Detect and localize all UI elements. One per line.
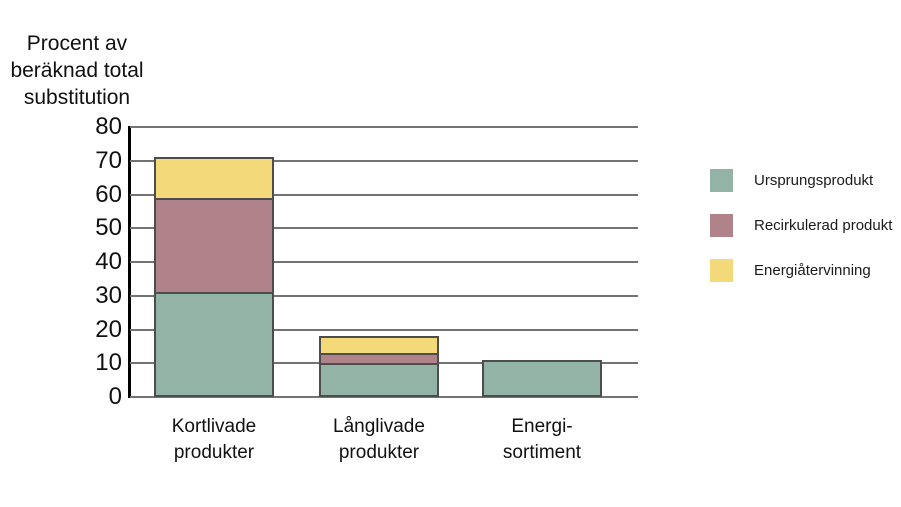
category-label-line: sortiment <box>502 442 582 463</box>
category-label-line: Kortlivade <box>171 416 257 437</box>
y-tick-label-80: 80 <box>95 113 122 140</box>
y-axis-title-line: substitution <box>23 86 131 109</box>
y-tick-label-50: 50 <box>95 214 122 242</box>
y-tick-label-20: 20 <box>95 315 122 343</box>
gridline-50 <box>130 227 638 230</box>
legend-swatch <box>710 214 733 237</box>
category-label-line: produkter <box>173 442 255 463</box>
gridline-70 <box>130 159 638 162</box>
category-label-line: produkter <box>338 442 420 463</box>
y-tick-label-10: 10 <box>95 349 122 377</box>
legend: Ursprungsprodukt Recirkulerad produkt Ener… <box>710 169 892 304</box>
y-tick-label-70: 70 <box>95 146 122 174</box>
category-label-line: Långlivade <box>333 416 425 437</box>
bar-segment <box>482 359 602 397</box>
category-label-line: Energi- <box>511 416 573 437</box>
bar-segment <box>154 197 274 295</box>
bar-segment <box>319 336 439 356</box>
gridline-60 <box>130 193 638 196</box>
gridline-20 <box>130 328 638 331</box>
bar-segment <box>319 363 439 397</box>
y-tick-label-0: 0 <box>108 383 122 410</box>
category-label: Kortlivade produkter <box>114 414 314 466</box>
legend-row: Recirkulerad produkt <box>710 214 892 237</box>
legend-row: Energiåtervinning <box>710 259 892 282</box>
y-axis-title-line: beräknad total <box>10 59 144 82</box>
legend-row: Ursprungsprodukt <box>710 169 892 192</box>
y-axis-title-line: Procent av <box>26 32 128 55</box>
gridline-30 <box>130 294 638 297</box>
legend-swatch <box>710 169 733 192</box>
plot-area <box>130 126 638 398</box>
legend-swatch <box>710 259 733 282</box>
bar-1 <box>154 127 274 397</box>
category-label: Långlivade produkter <box>279 414 479 466</box>
y-tick-label-60: 60 <box>95 180 122 208</box>
bar-2 <box>319 127 439 397</box>
legend-label: Energiåtervinning <box>754 262 871 279</box>
y-tick-label-40: 40 <box>95 248 122 275</box>
y-tick-label-30: 30 <box>95 281 122 309</box>
legend-label: Recirkulerad produkt <box>754 217 893 234</box>
bar-3 <box>482 127 602 397</box>
bar-segment <box>154 292 274 397</box>
y-axis-title: Procent av beräknad total substitution <box>8 30 146 111</box>
bar-segment <box>154 157 274 200</box>
gridline-0 <box>130 396 638 398</box>
category-label: Energi-sortiment <box>442 414 642 466</box>
gridline-40 <box>130 261 638 263</box>
y-axis-line <box>128 126 131 398</box>
gridline-80 <box>130 126 638 128</box>
legend-label: Ursprungsprodukt <box>754 172 874 189</box>
